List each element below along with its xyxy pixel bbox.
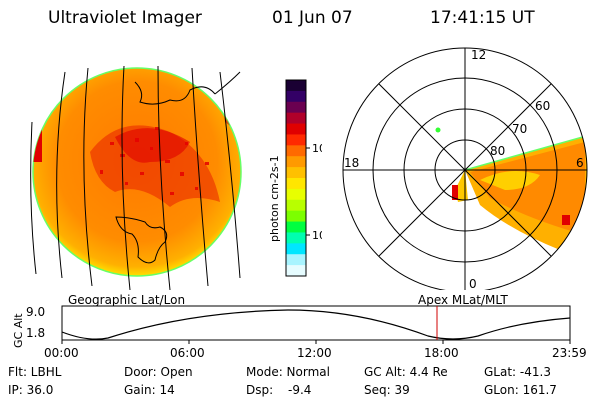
glat-status: GLat: -41.3 — [484, 365, 551, 379]
polar-caption: Apex MLat/MLT — [418, 293, 508, 307]
geographic-image-panel — [30, 65, 242, 291]
coastline-north — [134, 81, 216, 105]
mlt-label-18: 18 — [344, 156, 359, 170]
polar-plot-panel: 12 18 6 0 60 70 80 — [342, 47, 588, 290]
time-tick-0000: 00:00 — [44, 346, 79, 360]
date-label: 01 Jun 07 — [272, 8, 353, 28]
mlat-label-60: 60 — [535, 99, 550, 113]
mlat-label-70: 70 — [512, 122, 527, 136]
colorbar-segment — [286, 199, 306, 212]
longitude-grid — [30, 65, 241, 291]
colorbar-segment — [286, 112, 306, 125]
colorbar-scale — [286, 80, 306, 277]
colorbar-segment — [286, 210, 306, 223]
mlat-label-80: 80 — [490, 144, 505, 158]
altitude-axis-label: GC Alt — [12, 313, 25, 348]
spacecraft-position-marker — [435, 127, 441, 133]
seq-status: Seq: 39 — [364, 383, 410, 397]
gc-alt-status: GC Alt: 4.4 Re — [364, 365, 448, 379]
flt-status: Flt: LBHL — [8, 365, 62, 379]
colorbar-segment — [286, 243, 306, 255]
colorbar-segment — [286, 90, 306, 103]
dsp-value: -9.4 — [288, 383, 312, 397]
mlt-label-0: 0 — [469, 277, 477, 290]
coastline-outline — [115, 216, 168, 264]
glon-status: GLon: 161.7 — [484, 383, 557, 397]
colorbar-segment — [286, 123, 306, 135]
colorbar-segment — [286, 178, 306, 190]
colorbar-segment — [286, 101, 306, 114]
colorbar-segment — [286, 188, 306, 201]
gain-status: Gain: 14 — [124, 383, 175, 397]
colorbar-segment — [286, 167, 306, 179]
time-tick-1200: 12:00 — [297, 346, 332, 360]
polar-emission — [452, 134, 587, 250]
time-tick-2359: 23:59 — [552, 346, 587, 360]
altitude-tick-high: 9.0 — [26, 305, 45, 319]
colorbar-units-label: photon cm-2s-1 — [268, 155, 281, 242]
colorbar-segment — [286, 254, 306, 266]
colorbar: 100 10 photon cm-2s-1 — [268, 79, 322, 277]
geographic-caption: Geographic Lat/Lon — [68, 293, 186, 307]
colorbar-segment — [286, 156, 306, 168]
colorbar-tick-10: 10 — [312, 229, 322, 242]
ip-status: IP: 36.0 — [8, 383, 54, 397]
time-label: 17:41:15 UT — [430, 8, 535, 28]
mlt-label-12: 12 — [471, 48, 486, 62]
time-tick-1800: 18:00 — [424, 346, 459, 360]
colorbar-segment — [286, 145, 306, 157]
colorbar-segment — [286, 221, 306, 233]
instrument-title: Ultraviolet Imager — [48, 8, 202, 28]
colorbar-segment — [286, 232, 306, 244]
mode-status: Mode: Normal — [246, 365, 330, 379]
colorbar-segment — [286, 134, 306, 146]
altitude-plot: GC Alt 9.0 1.8 — [12, 305, 571, 348]
mlt-label-6: 6 — [576, 156, 584, 170]
polar-grid — [342, 47, 588, 290]
time-tick-0600: 06:00 — [170, 346, 205, 360]
dsp-label: Dsp: — [246, 383, 274, 397]
colorbar-segment — [286, 80, 306, 92]
altitude-tick-low: 1.8 — [26, 326, 45, 340]
door-status: Door: Open — [124, 365, 193, 379]
colorbar-tick-100: 100 — [312, 142, 322, 155]
colorbar-segment — [286, 265, 306, 277]
altitude-curve — [61, 309, 571, 340]
